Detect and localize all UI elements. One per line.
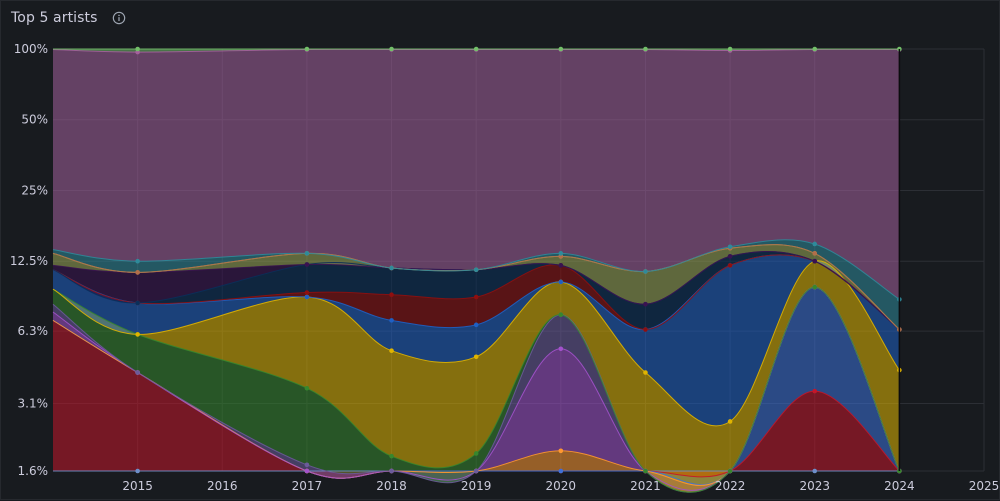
panel-title: Top 5 artists [11,10,98,26]
line-layer [52,48,900,493]
x-tick-label: 2016 [207,479,238,493]
area-series-K [53,251,900,330]
x-tick-label: 2018 [376,479,407,493]
data-point[interactable] [558,46,564,52]
data-point[interactable] [643,468,648,474]
y-tick-label: 3.1% [18,397,49,411]
data-point[interactable] [135,370,140,375]
data-point[interactable] [135,258,140,264]
data-point[interactable] [643,370,648,375]
data-point[interactable] [473,46,479,52]
line-series-N [52,244,900,330]
data-point[interactable] [389,453,394,459]
data-point[interactable] [558,263,564,268]
data-point[interactable] [643,327,648,332]
data-point[interactable] [304,385,310,391]
data-point[interactable] [473,468,479,474]
data-point[interactable] [727,46,733,52]
data-point[interactable] [304,294,310,300]
data-point[interactable] [473,354,479,360]
x-tick-label: 2017 [292,479,323,493]
area-series-I [53,254,900,426]
data-point[interactable] [389,318,394,323]
data-point[interactable] [473,451,479,456]
line-series-H [52,260,900,427]
x-tick-label: 2025 [969,479,1000,493]
data-point[interactable] [135,270,140,275]
y-tick-label: 6.3% [18,324,49,338]
data-point[interactable] [558,251,564,256]
data-point[interactable] [473,267,479,273]
area-series-O [53,239,900,330]
y-tick-label: 1.6% [18,464,49,478]
axis-layer: 100% 50% 25% 12.5% 6.3% 3.1% 1.6% 2015 2016 2017 2… [10,42,999,493]
data-point[interactable] [812,46,818,52]
data-point[interactable] [812,284,818,290]
data-point[interactable] [558,448,564,454]
point-layer [135,46,902,474]
area-series-C [53,287,900,485]
x-tick-label: 2022 [715,479,746,493]
data-point[interactable] [643,301,648,307]
data-point[interactable] [389,265,394,271]
x-tick-label: 2020 [546,479,577,493]
data-point[interactable] [558,468,564,474]
data-point[interactable] [727,244,733,250]
y-tick-label: 25% [21,183,48,197]
area-series-B [53,320,900,479]
info-circle-icon[interactable] [112,11,126,25]
data-point[interactable] [558,279,564,285]
x-tick-label: 2019 [461,479,492,493]
line-series-O [52,239,900,300]
data-point[interactable] [304,468,310,474]
data-point[interactable] [643,269,648,274]
data-point[interactable] [389,468,394,474]
data-point[interactable] [304,46,310,52]
data-point[interactable] [473,322,479,328]
area-series-P [53,49,900,300]
data-point[interactable] [135,46,140,52]
data-point[interactable] [727,468,733,474]
data-point[interactable] [643,46,648,52]
area-layer [53,49,900,493]
data-point[interactable] [812,468,818,474]
line-series-G [52,286,900,493]
x-tick-label: 2024 [884,479,915,493]
data-point[interactable] [558,346,564,352]
data-point[interactable] [304,290,310,295]
data-point[interactable] [304,262,310,267]
data-point[interactable] [389,292,394,298]
data-point[interactable] [727,254,733,259]
data-point[interactable] [727,263,733,268]
x-tick-label: 2015 [122,479,153,493]
data-point[interactable] [812,251,818,256]
area-series-L [53,251,900,330]
data-point[interactable] [812,241,818,247]
y-tick-label: 50% [21,113,48,127]
line-series-L [52,251,900,330]
data-point[interactable] [558,312,564,318]
data-point[interactable] [812,388,818,394]
data-point[interactable] [812,258,818,264]
data-point[interactable] [304,462,310,468]
y-tick-label: 12.5% [10,254,48,268]
data-point[interactable] [727,419,733,424]
panel-header: Top 5 artists [11,8,126,28]
x-tick-label: 2021 [630,479,661,493]
y-tick-label: 100% [14,42,48,56]
data-point[interactable] [304,251,310,256]
data-point[interactable] [389,46,394,52]
data-point[interactable] [135,468,140,474]
area-series-G [53,287,900,493]
area-series-H [53,260,900,493]
data-point[interactable] [473,294,479,300]
line-series-J [52,254,900,331]
data-point[interactable] [135,300,140,306]
data-point[interactable] [389,348,394,354]
data-point[interactable] [135,332,140,337]
area-series-J [53,254,900,330]
x-tick-label: 2023 [799,479,830,493]
